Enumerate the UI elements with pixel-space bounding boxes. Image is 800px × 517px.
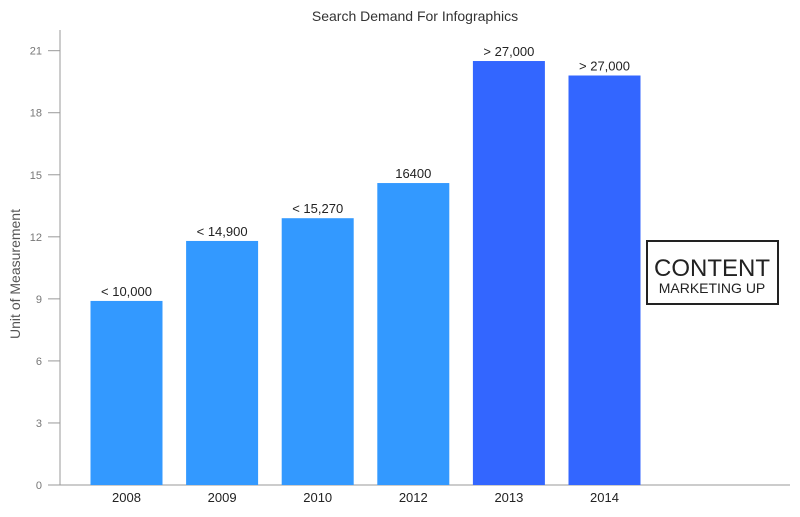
bar-2014: [568, 75, 641, 485]
y-tick-label: 6: [36, 356, 42, 368]
y-tick-label: 12: [30, 232, 42, 244]
data-label-2014: > 27,000: [579, 59, 630, 74]
data-label-2008: < 10,000: [101, 284, 152, 299]
chart-title: Search Demand For Infographics: [312, 8, 518, 24]
brand-line2: MARKETING UP: [659, 280, 766, 296]
brand-logo: CONTENT MARKETING UP: [646, 240, 779, 305]
x-tick-label-2014: 2014: [590, 490, 619, 505]
y-tick-label: 0: [36, 480, 42, 492]
data-label-2012: 16400: [395, 166, 431, 181]
x-tick-label-2008: 2008: [112, 490, 141, 505]
y-tick-label: 3: [36, 418, 42, 430]
x-tick-label-2010: 2010: [303, 490, 332, 505]
bar-2013: [472, 61, 545, 485]
x-tick-label-2013: 2013: [494, 490, 523, 505]
y-tick-label: 15: [30, 170, 42, 182]
bar-2012: [377, 183, 450, 485]
bar-2008: [90, 300, 163, 485]
x-tick-label-2009: 2009: [208, 490, 237, 505]
x-tick-label-2012: 2012: [399, 490, 428, 505]
data-label-2009: < 14,900: [197, 224, 248, 239]
data-label-2013: > 27,000: [483, 44, 534, 59]
y-axis: 0 3 6 9 12 15 18 21: [30, 30, 61, 492]
bar-2009: [186, 240, 259, 485]
y-axis-label: Unit of Measurement: [7, 209, 23, 339]
data-label-2010: < 15,270: [292, 201, 343, 216]
brand-line1: CONTENT: [654, 255, 770, 282]
x-axis: 2008 2009 2010 2012 2013 2014: [60, 484, 790, 505]
y-tick-label: 21: [30, 46, 42, 58]
bar-2010: [281, 218, 354, 486]
bars: < 10,000 < 14,900 < 15,270 16400 > 27,000 > 2…: [90, 44, 641, 486]
y-tick-label: 9: [36, 294, 42, 306]
y-tick-label: 18: [30, 108, 42, 120]
